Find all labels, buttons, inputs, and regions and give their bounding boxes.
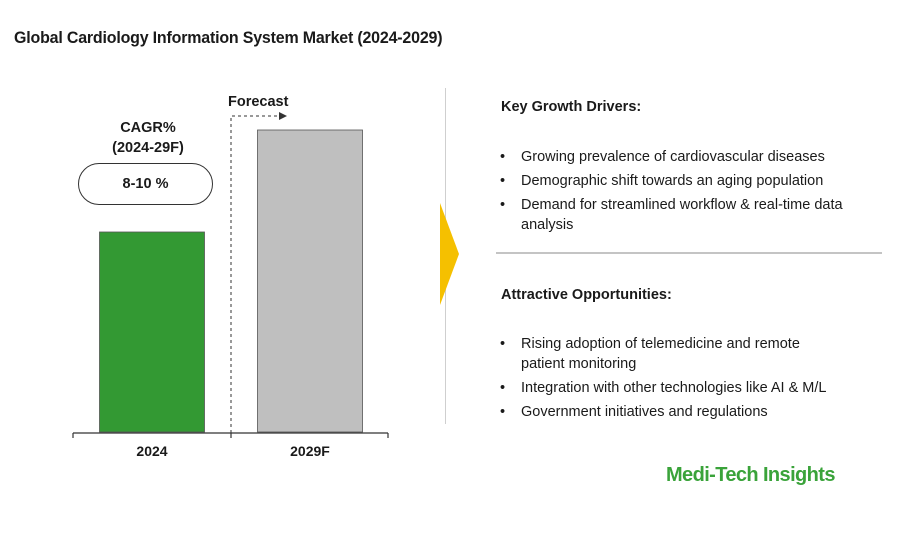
bullet-icon: • bbox=[500, 149, 506, 165]
list-item: • Integration with other technologies lik… bbox=[500, 380, 827, 396]
bullet-icon: • bbox=[500, 173, 506, 189]
bar-2024 bbox=[99, 231, 205, 433]
chevron-right-arrow-icon bbox=[440, 203, 459, 305]
opportunities-list: • Rising adoption of telemedicine and rem… bbox=[500, 334, 845, 426]
forecast-dashed-arrow bbox=[230, 115, 279, 433]
growth-drivers-title: Key Growth Drivers: bbox=[501, 99, 642, 115]
cagr-value-pill: 8-10 % bbox=[78, 163, 213, 205]
bar-2029f bbox=[257, 129, 363, 433]
cagr-label-line1: CAGR% bbox=[120, 120, 176, 136]
forecast-label: Forecast bbox=[228, 94, 289, 110]
bullet-icon: • bbox=[500, 336, 506, 352]
cagr-label: CAGR% (2024-29F) bbox=[92, 118, 204, 158]
bullet-icon: • bbox=[500, 404, 506, 420]
x-tick-label: 2029F bbox=[290, 443, 330, 459]
x-tick-label: 2024 bbox=[136, 443, 167, 459]
opportunities-title: Attractive Opportunities: bbox=[501, 287, 672, 303]
list-item: • Government initiatives and regulations bbox=[500, 404, 768, 420]
list-item: • Demographic shift towards an aging popu… bbox=[500, 173, 824, 189]
bullet-icon: • bbox=[500, 197, 506, 213]
cagr-label-line2: (2024-29F) bbox=[112, 140, 184, 156]
list-item: • Growing prevalence of cardiovascular di… bbox=[500, 149, 825, 165]
brand-logo: Medi-Tech Insights bbox=[666, 464, 835, 486]
page-title: Global Cardiology Information System Mar… bbox=[14, 28, 443, 47]
forecast-arrowhead bbox=[279, 112, 287, 120]
bullet-icon: • bbox=[500, 380, 506, 396]
list-item: • Rising adoption of telemedicine and rem… bbox=[500, 336, 800, 372]
list-item: • Demand for streamlined workflow & real-… bbox=[500, 197, 843, 233]
horizontal-divider bbox=[496, 252, 882, 254]
growth-drivers-list: • Growing prevalence of cardiovascular di… bbox=[500, 147, 890, 239]
